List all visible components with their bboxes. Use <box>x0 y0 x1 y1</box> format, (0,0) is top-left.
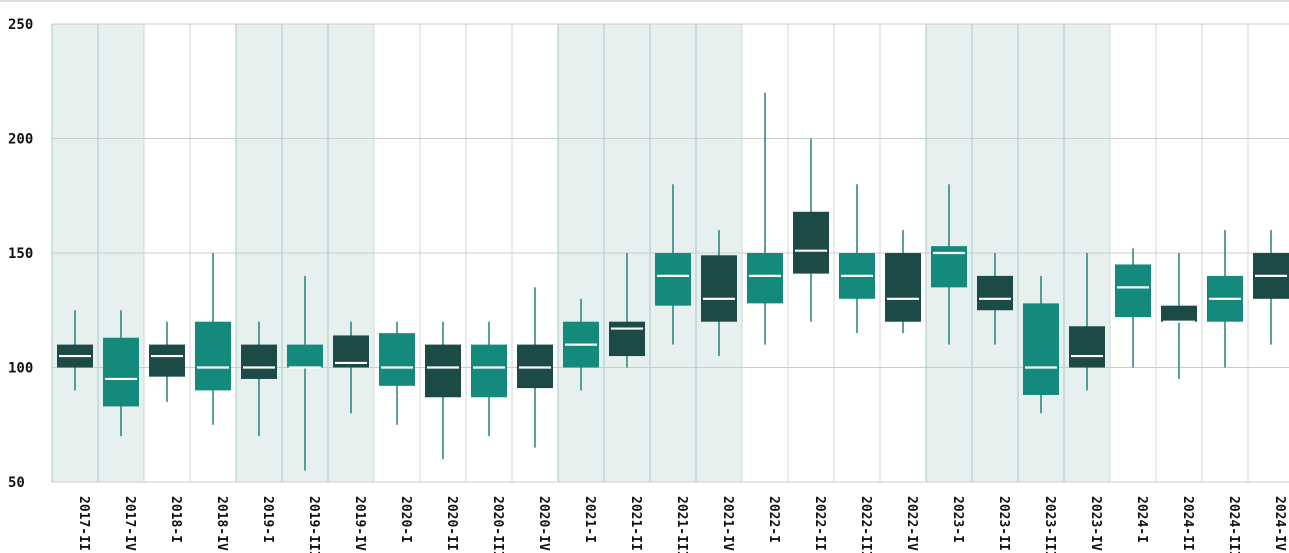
box-body <box>103 337 139 407</box>
x-tick-label: 2018-IV <box>214 496 229 551</box>
box-2024-III <box>1207 230 1243 368</box>
x-tick-label: 2022-II <box>812 496 827 551</box>
box-body <box>655 253 691 306</box>
y-tick-label: 50 <box>8 475 25 491</box>
box-body <box>1115 264 1151 318</box>
y-tick-label: 250 <box>8 17 33 33</box>
box-2022-I <box>747 92 783 345</box>
box-2022-II <box>793 138 829 322</box>
box-body <box>241 344 277 379</box>
box-body <box>793 211 829 274</box>
x-tick-label: 2024-IV <box>1272 496 1287 551</box>
y-tick-label: 100 <box>8 361 33 377</box>
x-tick-label: 2023-II <box>996 496 1011 551</box>
box-2019-III <box>287 275 323 471</box>
x-tick-label: 2024-III <box>1226 496 1241 553</box>
box-2024-IV <box>1253 230 1289 345</box>
box-body <box>1069 326 1105 368</box>
box-2018-I <box>149 321 185 402</box>
x-tick-label: 2024-II <box>1180 496 1195 551</box>
x-tick-label: 2020-II <box>444 496 459 551</box>
box-2022-IV <box>885 230 921 334</box>
box-2017-II <box>57 310 93 391</box>
box-2024-I <box>1115 248 1151 368</box>
box-2017-IV <box>103 310 139 437</box>
x-tick-label: 2021-III <box>674 496 689 553</box>
box-series <box>57 92 1289 471</box>
x-tick-label: 2020-IV <box>536 496 551 551</box>
x-tick-label: 2023-III <box>1042 496 1057 553</box>
x-axis: 2017-II 2017-IV 2018-I 2018-IV 2019-I 2019-II… <box>76 496 1287 553</box>
box-2021-III <box>655 184 691 345</box>
box-body <box>885 253 921 322</box>
x-tick-label: 2023-I <box>950 496 965 543</box>
x-tick-label: 2022-I <box>766 496 781 543</box>
box-body <box>425 344 461 398</box>
box-2023-II <box>977 253 1013 345</box>
box-2021-II <box>609 253 645 368</box>
box-2024-II <box>1161 253 1197 379</box>
box-2021-I <box>563 298 599 391</box>
x-tick-label: 2018-I <box>168 496 183 543</box>
box-body <box>1161 305 1197 322</box>
box-2019-IV <box>333 321 369 414</box>
box-body <box>149 344 185 377</box>
x-tick-label: 2017-II <box>76 496 91 551</box>
x-tick-label: 2019-IV <box>352 496 367 551</box>
box-body <box>701 255 737 322</box>
y-tick-label: 150 <box>8 246 33 262</box>
box-body <box>609 321 645 357</box>
x-tick-label: 2021-I <box>582 496 597 543</box>
box-2020-II <box>425 321 461 460</box>
box-2018-IV <box>195 253 231 425</box>
x-tick-label: 2017-IV <box>122 496 137 551</box>
box-body <box>379 333 415 386</box>
y-axis: 50 100 150 200 250 <box>8 17 33 491</box>
box-body <box>195 321 231 391</box>
box-body <box>517 344 553 389</box>
box-2023-IV <box>1069 253 1105 391</box>
x-tick-label: 2020-III <box>490 496 505 553</box>
box-2020-III <box>471 321 507 437</box>
y-tick-label: 200 <box>8 132 33 148</box>
box-2020-IV <box>517 287 553 448</box>
box-body <box>747 253 783 304</box>
x-tick-label: 2022-III <box>858 496 873 553</box>
box-body <box>977 275 1013 311</box>
box-2023-III <box>1023 275 1059 414</box>
x-tick-label: 2023-IV <box>1088 496 1103 551</box>
box-2019-I <box>241 321 277 437</box>
box-2023-I <box>931 184 967 345</box>
x-tick-label: 2024-I <box>1134 496 1149 543</box>
box-2022-III <box>839 184 875 334</box>
x-tick-label: 2020-I <box>398 496 413 543</box>
box-body <box>471 344 507 398</box>
x-tick-label: 2019-III <box>306 496 321 553</box>
box-body <box>1023 303 1059 395</box>
box-2020-I <box>379 321 415 425</box>
x-tick-label: 2021-II <box>628 496 643 551</box>
box-body <box>287 344 323 368</box>
box-2021-IV <box>701 230 737 357</box>
x-tick-label: 2021-IV <box>720 496 735 551</box>
x-tick-label: 2019-I <box>260 496 275 543</box>
x-tick-label: 2022-IV <box>904 496 919 551</box>
